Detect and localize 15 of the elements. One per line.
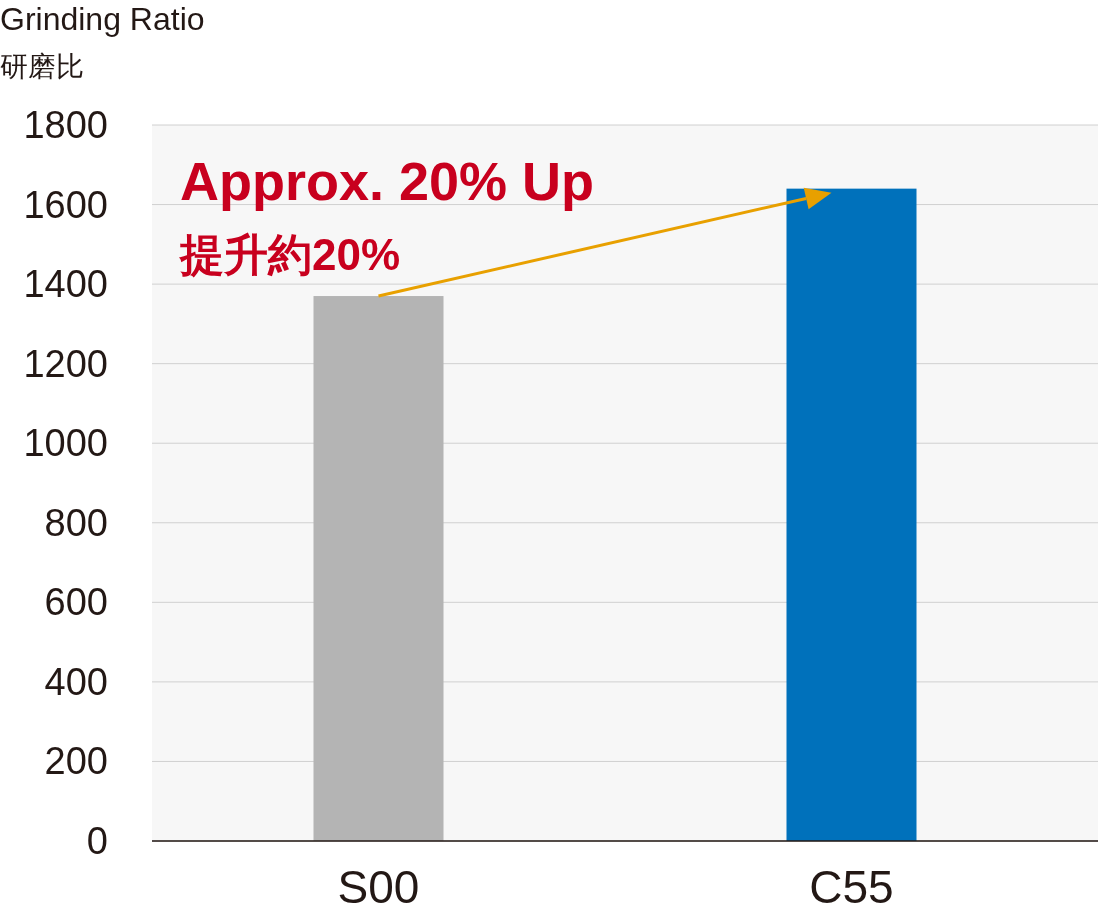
- y-tick-label: 0: [86, 820, 108, 862]
- x-tick-label: S00: [337, 861, 420, 913]
- annotation: Approx. 20% Up: [180, 151, 595, 211]
- y-tick-label: 1200: [23, 342, 108, 385]
- y-tick-label: 600: [44, 581, 108, 624]
- y-tick-label: 1800: [23, 104, 108, 146]
- y-tick-label: 200: [44, 740, 108, 783]
- x-tick-label: C55: [809, 861, 894, 913]
- annotation: 提升約20%: [178, 230, 401, 279]
- y-tick-label: 1400: [23, 263, 108, 306]
- y-tick-label: 800: [44, 501, 108, 544]
- y-tick-label: 400: [44, 660, 108, 703]
- y-tick-label: 1600: [23, 183, 108, 226]
- y-tick-label: 1000: [23, 422, 108, 465]
- y-axis-title: Grinding Ratio 研磨比: [0, 1, 205, 82]
